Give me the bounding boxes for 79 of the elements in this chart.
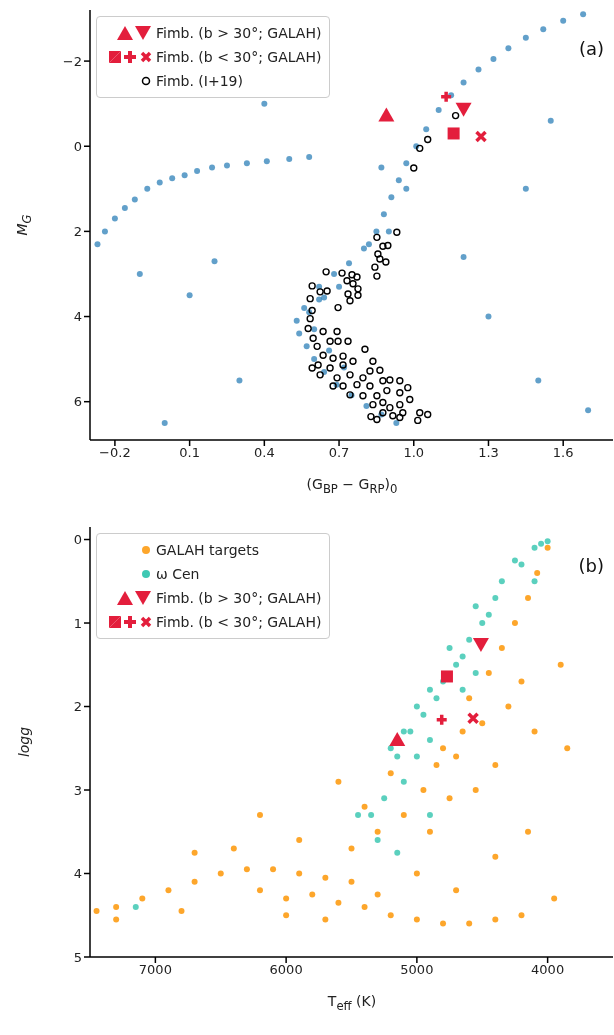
point (485, 611, 492, 618)
legend-label: Fimb. (b > 30°; GALAH) (156, 25, 322, 41)
point (446, 645, 453, 652)
legend-label: GALAH targets (156, 542, 259, 558)
point (434, 713, 449, 727)
legend-label: ω Cen (156, 566, 200, 582)
point (132, 903, 139, 910)
y-tick-label: 4 (73, 866, 82, 882)
x-tick-label: 0.1 (179, 445, 200, 461)
y-tick-label: 2 (73, 699, 82, 715)
point (498, 578, 505, 585)
point (459, 653, 466, 660)
x-tick-label: 4000 (531, 962, 565, 978)
y-axis-title: logg (16, 726, 32, 758)
legend-label: Fimb. (I+19) (156, 73, 243, 89)
point (426, 686, 433, 693)
point (426, 812, 433, 819)
point (374, 837, 381, 844)
point (413, 753, 420, 760)
point (433, 695, 440, 702)
point (440, 670, 453, 683)
point (466, 636, 473, 643)
y-tick-label: 0 (73, 532, 82, 548)
y-tick-label: 2 (73, 224, 82, 239)
point (400, 778, 407, 785)
y-tick-label: 4 (73, 309, 82, 325)
y-tick-label: 1 (73, 615, 82, 631)
y-tick-label: 6 (73, 394, 82, 410)
point (455, 102, 472, 117)
y-tick-label: −2 (62, 53, 82, 69)
y-tick-label: 5 (73, 949, 82, 965)
point (544, 538, 551, 545)
x-tick-label: 1.3 (478, 445, 499, 461)
legend-label: Fimb. (b > 30°; GALAH) (156, 590, 322, 606)
x-tick-label: 0.4 (253, 445, 275, 461)
point (531, 544, 538, 551)
x-tick-label: 1.6 (552, 445, 574, 461)
y-tick-label: 3 (73, 782, 82, 798)
point (389, 731, 406, 746)
point (479, 620, 486, 627)
annotation: (b) (578, 555, 604, 576)
point (426, 736, 433, 743)
point (472, 603, 479, 610)
point (538, 540, 545, 547)
point (453, 661, 460, 668)
point (511, 557, 518, 564)
point (531, 578, 538, 585)
point (407, 728, 414, 735)
point (400, 728, 407, 735)
y-tick-label: 0 (73, 138, 82, 154)
point (459, 686, 466, 693)
point (394, 753, 401, 760)
point (439, 90, 453, 104)
point (394, 849, 401, 856)
point (368, 812, 375, 819)
x-tick-label: 0.7 (328, 445, 350, 461)
x-tick-label: 1.0 (403, 445, 425, 461)
point (472, 670, 479, 677)
point (378, 107, 395, 122)
point (466, 711, 480, 725)
point (420, 711, 427, 718)
point (492, 594, 499, 601)
legend-label: Fimb. (b < 30°; GALAH) (156, 614, 322, 630)
point (381, 795, 388, 802)
x-axis-title: T$_{eff}$ (K) (326, 993, 378, 1013)
x-tick-label: 6000 (269, 962, 303, 978)
point (413, 703, 420, 710)
annotation: (a) (578, 38, 604, 59)
point (387, 745, 394, 752)
point (355, 812, 362, 819)
point (447, 127, 460, 140)
x-tick-label: 5000 (400, 962, 434, 978)
x-tick-label: −0.2 (99, 445, 131, 461)
legend-label: Fimb. (b < 30°; GALAH) (156, 49, 322, 65)
point (474, 130, 488, 143)
point (518, 561, 525, 568)
point (472, 637, 489, 652)
x-tick-label: 7000 (138, 962, 172, 978)
x-axis-title: (G$_{BP}$ − G$_{RP}$)$_{0}$ (305, 476, 399, 496)
